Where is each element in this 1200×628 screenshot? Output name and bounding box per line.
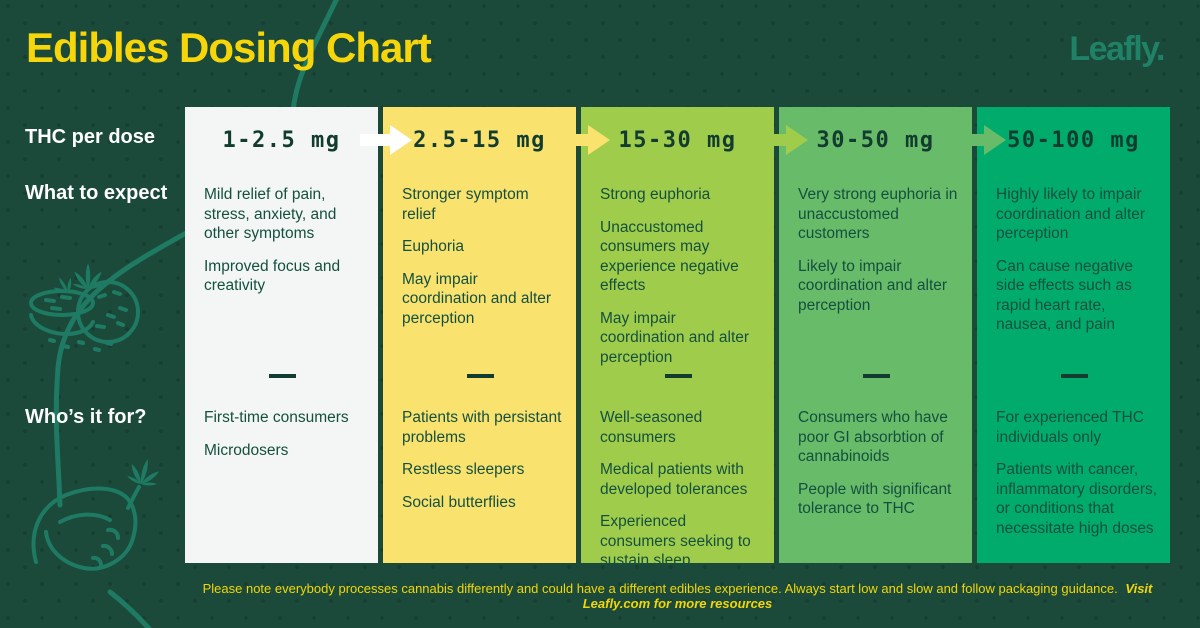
curve-bottom [107,589,152,628]
expect-item: Improved focus and creativity [204,257,341,295]
hand-leaf-icon [127,458,160,486]
who-item: Well-seasoned consumers [600,409,703,446]
expect-section: Stronger symptom relief Euphoria May imp… [402,185,565,341]
cookies-illustration [29,280,140,352]
dose-range: 50-100 mg [1007,128,1140,153]
section-divider [862,374,890,378]
expect-item: Strong euphoria [600,186,711,203]
who-section: Consumers who have poor GI absorbtion of… [798,408,961,532]
disclaimer-text: Please note everybody processes cannabis… [202,581,1118,596]
dose-range: 30-50 mg [816,128,935,153]
who-item: Patients with cancer, inflammatory disor… [996,461,1158,537]
dose-range: 1-2.5 mg [222,128,341,153]
row-label-thc-per-dose: THC per dose [25,126,156,148]
expect-item: Likely to impair coordination and alter … [798,257,948,314]
who-item: Social butterflies [402,493,516,511]
who-item: Experienced consumers seeking to sustain… [600,513,751,569]
expect-item: Can cause negative side effects such as … [996,257,1134,334]
dose-column-15-30mg: 15-30 mg Strong euphoria Unaccustomed co… [581,107,774,569]
leafly-logo: Leafly. [1069,30,1165,68]
who-item: For experienced THC individuals only [996,409,1144,446]
expect-section: Mild relief of pain, stress, anxiety, an… [204,185,367,309]
expect-item: Unaccustomed consumers may experience ne… [600,218,739,295]
expect-section: Highly likely to impair coordination and… [996,185,1159,348]
section-divider [268,374,296,378]
page-title: Edibles Dosing Chart [26,24,432,71]
footer-disclaimer: Please note everybody processes cannabis… [185,581,1170,611]
who-item: Microdosers [204,441,289,459]
arrow-right-icon [756,125,808,155]
expect-item: Highly likely to impair coordination and… [996,186,1146,242]
dose-range: 2.5-15 mg [413,128,546,153]
expect-section: Very strong euphoria in unaccustomed cus… [798,185,961,328]
who-section: For experienced THC individuals only Pat… [996,408,1159,551]
row-label-what-to-expect: What to expect [25,182,168,204]
who-item: Patients with persistant problems [402,409,562,446]
leafly-cta-text: Visit Leafly.com for more resources [582,581,1153,611]
arrow-right-icon [954,125,1006,155]
who-item: Medical patients with developed toleranc… [600,461,748,498]
expect-item: Very strong euphoria in unaccustomed cus… [798,186,958,242]
dose-column-1-2-5mg: 1-2.5 mg Mild relief of pain, stress, an… [185,107,378,563]
section-divider [664,374,692,378]
arrow-right-icon [558,125,610,155]
row-label-whos-it-for: Who’s it for? [25,406,147,428]
dose-range: 15-30 mg [618,128,737,153]
expect-item: Euphoria [402,238,465,255]
who-item: First-time consumers [204,409,349,426]
hand-illustration [31,485,141,571]
arrow-right-icon [360,125,412,155]
section-divider [466,374,494,378]
who-item: Consumers who have poor GI absorbtion of… [798,409,948,465]
who-item: People with significant tolerance to THC [798,480,952,518]
cannabis-leaf-icon [72,263,104,290]
section-divider [1060,374,1088,378]
dose-column-2-5-15mg: 2.5-15 mg Stronger symptom relief Euphor… [383,107,576,563]
expect-item: May impair coordination and alter percep… [600,309,750,366]
dose-column-30-50mg: 30-50 mg Very strong euphoria in unaccus… [779,107,972,563]
expect-section: Strong euphoria Unaccustomed consumers m… [600,185,763,380]
expect-item: May impair coordination and alter percep… [402,270,552,327]
who-section: Patients with persistant problems Restle… [402,408,565,525]
who-section: First-time consumers Microdosers [204,408,367,473]
expect-item: Stronger symptom relief [402,186,529,223]
dose-column-50-100mg: 50-100 mg Highly likely to impair coordi… [977,107,1170,563]
expect-item: Mild relief of pain, stress, anxiety, an… [204,186,337,242]
small-leaf-icon [53,277,72,294]
who-item: Restless sleepers [402,461,525,478]
who-section: Well-seasoned consumers Medical patients… [600,408,763,584]
